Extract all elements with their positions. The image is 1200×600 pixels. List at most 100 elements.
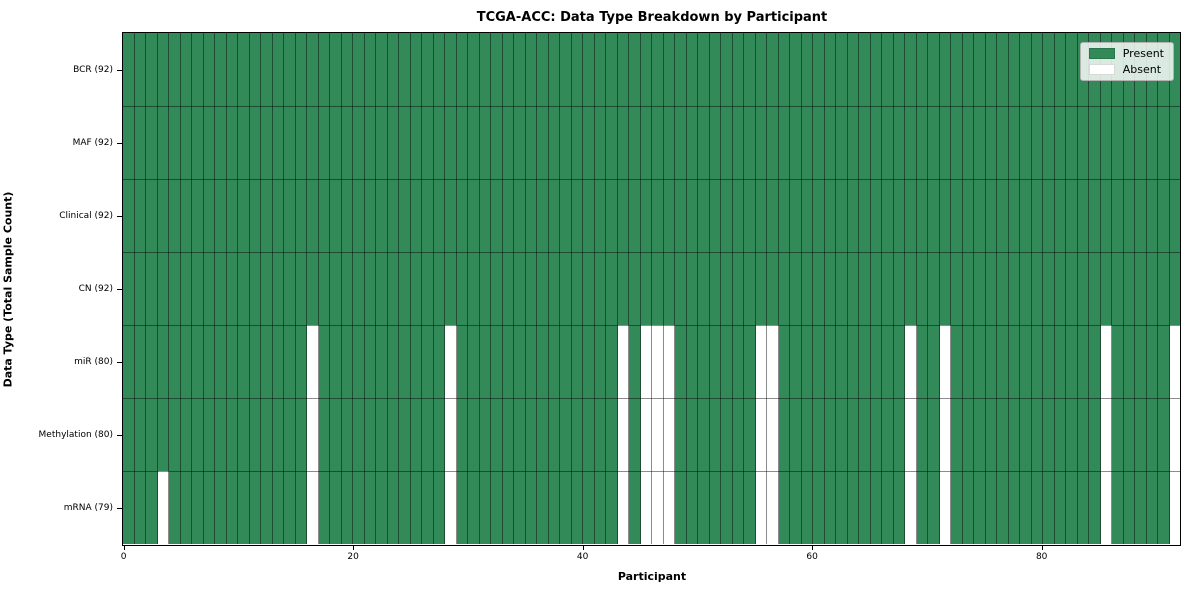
cell-present — [882, 251, 894, 325]
cell-present — [1112, 397, 1124, 471]
cell-present — [364, 470, 376, 544]
cell-present — [985, 251, 997, 325]
cell-present — [284, 105, 296, 179]
cell-present — [272, 251, 284, 325]
cell-present — [215, 397, 227, 471]
cell-present — [974, 105, 986, 179]
cell-present — [433, 105, 445, 179]
cell-present — [571, 470, 583, 544]
cell-present — [951, 105, 963, 179]
cell-present — [514, 324, 526, 398]
cell-present — [732, 105, 744, 179]
cell-present — [1043, 470, 1055, 544]
cell-present — [410, 251, 422, 325]
cell-present — [767, 105, 779, 179]
cell-present — [928, 251, 940, 325]
cell-present — [951, 251, 963, 325]
cell-present — [1089, 397, 1101, 471]
cell-present — [295, 324, 307, 398]
cell-present — [169, 105, 181, 179]
cell-present — [134, 397, 146, 471]
cell-present — [732, 324, 744, 398]
cell-present — [537, 178, 549, 252]
cell-present — [571, 324, 583, 398]
cell-present — [870, 105, 882, 179]
cell-present — [801, 251, 813, 325]
cell-present — [560, 105, 572, 179]
cell-absent — [307, 397, 319, 471]
cell-present — [1135, 251, 1147, 325]
cell-present — [1066, 251, 1078, 325]
cell-absent — [307, 324, 319, 398]
cell-present — [387, 33, 399, 106]
cell-present — [951, 178, 963, 252]
cell-present — [755, 33, 767, 106]
x-tick-label: 0 — [120, 552, 127, 562]
cell-present — [456, 324, 468, 398]
cell-present — [410, 178, 422, 252]
cell-present — [330, 105, 342, 179]
cell-present — [353, 397, 365, 471]
y-tick-mark — [117, 143, 122, 145]
cell-present — [732, 251, 744, 325]
cell-present — [479, 470, 491, 544]
cell-present — [985, 397, 997, 471]
cell-present — [663, 251, 675, 325]
legend-label-absent: Absent — [1122, 63, 1162, 76]
cell-present — [675, 33, 687, 106]
cell-present — [399, 178, 411, 252]
cell-present — [594, 105, 606, 179]
cell-present — [318, 397, 330, 471]
cell-present — [755, 251, 767, 325]
cell-present — [893, 33, 905, 106]
cell-present — [594, 251, 606, 325]
cell-present — [146, 178, 158, 252]
cell-present — [583, 397, 595, 471]
cell-present — [870, 33, 882, 106]
cell-present — [1123, 251, 1135, 325]
cell-present — [169, 397, 181, 471]
cell-present — [1146, 470, 1158, 544]
cell-present — [468, 33, 480, 106]
cell-present — [744, 251, 756, 325]
cell-present — [836, 105, 848, 179]
cell-absent — [939, 470, 951, 544]
cell-present — [1146, 105, 1158, 179]
cell-present — [376, 178, 388, 252]
cell-present — [341, 178, 353, 252]
cell-present — [1158, 105, 1170, 179]
cell-present — [1066, 324, 1078, 398]
cell-present — [284, 251, 296, 325]
cell-present — [1135, 178, 1147, 252]
cell-present — [778, 178, 790, 252]
cell-present — [203, 397, 215, 471]
cell-present — [1089, 178, 1101, 252]
cell-present — [640, 33, 652, 106]
cell-present — [1089, 105, 1101, 179]
cell-present — [1135, 397, 1147, 471]
cell-present — [157, 105, 169, 179]
cell-present — [261, 324, 273, 398]
cell-present — [249, 178, 261, 252]
cell-present — [847, 178, 859, 252]
cell-present — [180, 324, 192, 398]
cell-present — [1043, 33, 1055, 106]
cell-present — [157, 178, 169, 252]
cell-present — [376, 105, 388, 179]
cell-present — [859, 470, 871, 544]
cell-present — [560, 324, 572, 398]
cell-present — [617, 33, 629, 106]
cell-present — [916, 178, 928, 252]
cell-present — [272, 470, 284, 544]
cell-present — [192, 178, 204, 252]
cell-present — [318, 251, 330, 325]
cell-present — [1066, 178, 1078, 252]
cell-present — [238, 251, 250, 325]
cell-present — [1158, 397, 1170, 471]
cell-present — [272, 105, 284, 179]
cell-present — [307, 251, 319, 325]
y-axis-label: Data Type (Total Sample Count) — [1, 191, 15, 388]
cell-present — [1123, 397, 1135, 471]
cell-present — [997, 105, 1009, 179]
